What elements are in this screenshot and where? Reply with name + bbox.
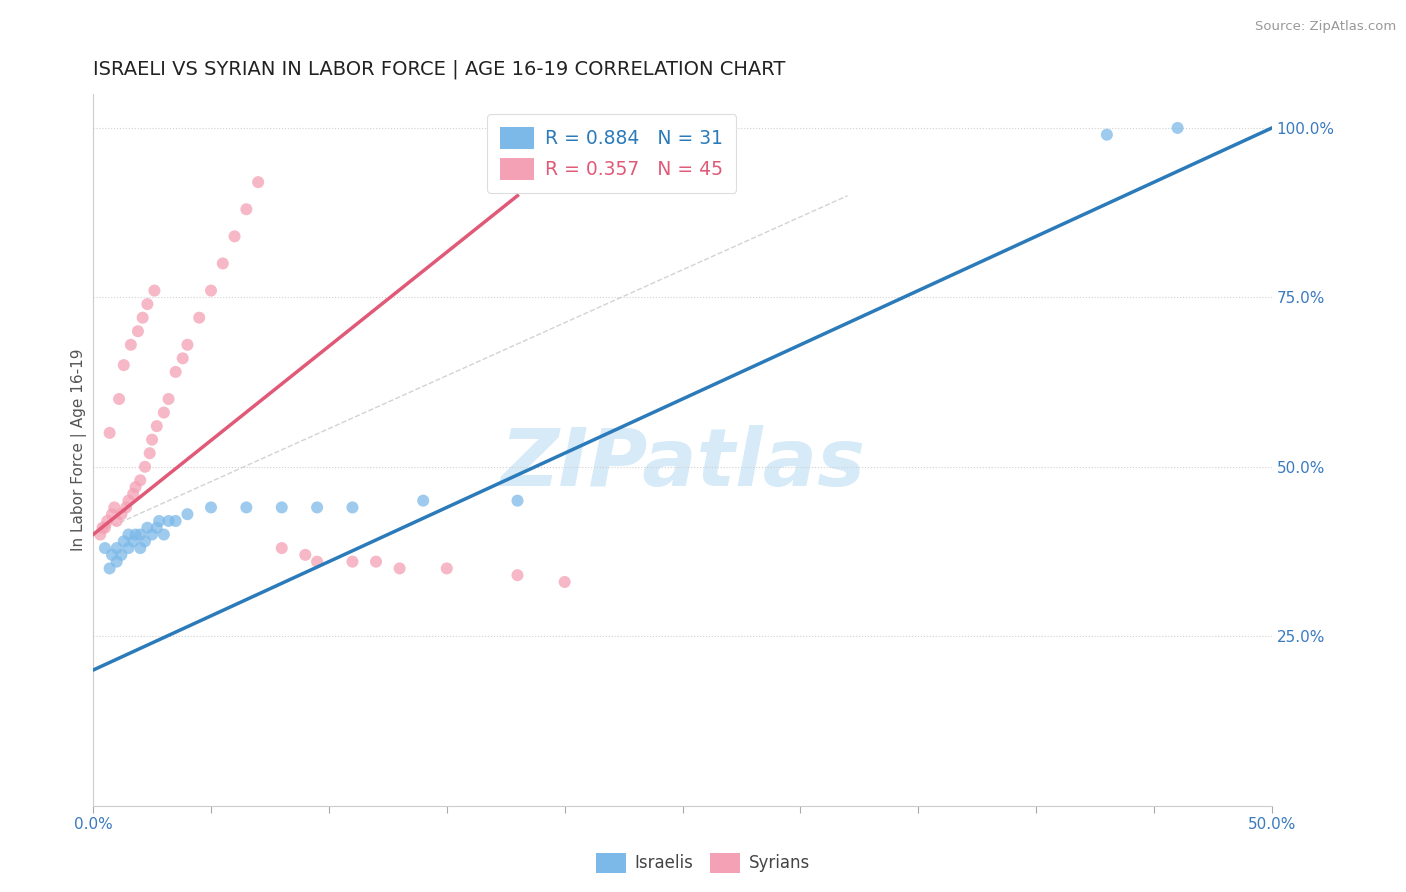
Point [146, 419, 169, 434]
Point [120, 338, 142, 352]
Point [129, 527, 152, 541]
Point [506, 493, 529, 508]
Point [105, 541, 128, 555]
Point [91, 521, 114, 535]
Point [307, 555, 329, 569]
Point [200, 284, 222, 298]
Y-axis label: In Labor Force | Age 16-19: In Labor Force | Age 16-19 [72, 349, 87, 551]
Point [148, 514, 170, 528]
Point [554, 574, 576, 589]
Point [110, 507, 132, 521]
Point [224, 229, 246, 244]
Point [117, 493, 139, 508]
Point [294, 548, 316, 562]
Point [127, 324, 149, 338]
Point [342, 555, 364, 569]
Point [124, 480, 146, 494]
Point [1095, 128, 1118, 142]
Point [1167, 120, 1189, 135]
Point [101, 507, 124, 521]
Point [136, 521, 159, 535]
Point [165, 514, 187, 528]
Point [165, 365, 187, 379]
Point [141, 433, 163, 447]
Point [412, 493, 434, 508]
Point [98, 561, 121, 575]
Legend: Israelis, Syrians: Israelis, Syrians [589, 847, 817, 880]
Point [131, 310, 153, 325]
Point [143, 284, 166, 298]
Point [270, 500, 292, 515]
Point [307, 500, 329, 515]
Point [200, 500, 222, 515]
Point [388, 561, 411, 575]
Point [364, 555, 387, 569]
Point [122, 487, 145, 501]
Point [247, 175, 270, 189]
Point [235, 500, 257, 515]
Point [134, 534, 156, 549]
Point [105, 514, 128, 528]
Point [112, 534, 135, 549]
Point [436, 561, 458, 575]
Point [172, 351, 194, 366]
Point [235, 202, 257, 217]
Point [105, 555, 128, 569]
Point [342, 500, 364, 515]
Point [270, 541, 292, 555]
Point [129, 541, 152, 555]
Point [115, 500, 138, 515]
Point [138, 446, 160, 460]
Point [103, 500, 125, 515]
Point [110, 548, 132, 562]
Point [146, 521, 169, 535]
Text: ISRAELI VS SYRIAN IN LABOR FORCE | AGE 16-19 CORRELATION CHART: ISRAELI VS SYRIAN IN LABOR FORCE | AGE 1… [93, 60, 786, 79]
Point [108, 392, 131, 406]
Point [96, 514, 118, 528]
Point [506, 568, 529, 582]
Point [211, 256, 233, 270]
Point [176, 507, 198, 521]
Point [153, 405, 176, 419]
Point [98, 425, 121, 440]
Point [94, 541, 117, 555]
Legend: R = 0.884   N = 31, R = 0.357   N = 45: R = 0.884 N = 31, R = 0.357 N = 45 [486, 114, 737, 193]
Point [124, 527, 146, 541]
Point [157, 392, 180, 406]
Point [122, 534, 145, 549]
Point [141, 527, 163, 541]
Point [136, 297, 159, 311]
Point [129, 473, 152, 487]
Point [101, 548, 124, 562]
Point [134, 459, 156, 474]
Point [157, 514, 180, 528]
Point [176, 338, 198, 352]
Point [188, 310, 211, 325]
Point [94, 521, 117, 535]
Point [112, 358, 135, 372]
Text: ZIPatlas: ZIPatlas [501, 425, 865, 503]
Text: Source: ZipAtlas.com: Source: ZipAtlas.com [1256, 20, 1396, 33]
Point [89, 527, 111, 541]
Point [117, 527, 139, 541]
Point [117, 541, 139, 555]
Point [153, 527, 176, 541]
